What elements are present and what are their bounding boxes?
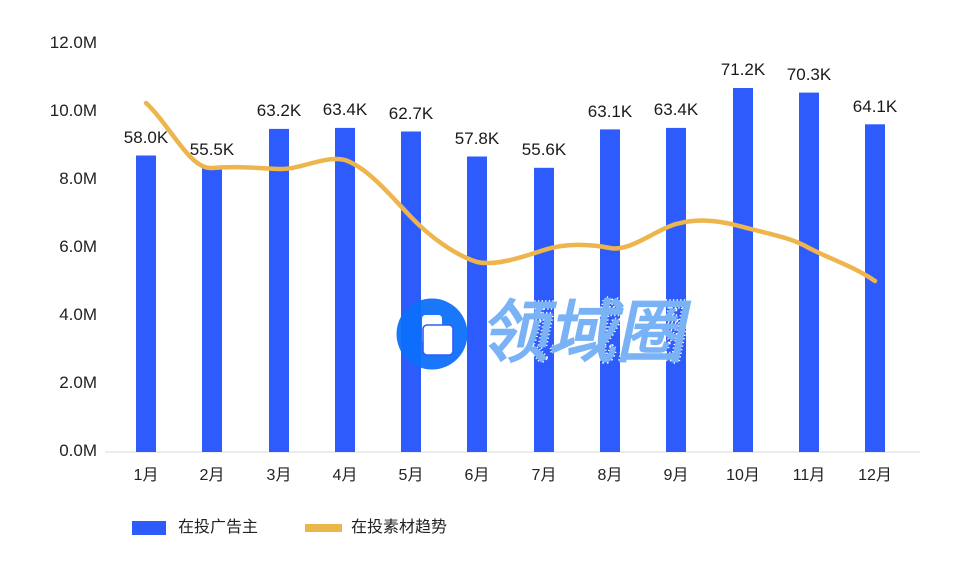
svg-text:12.0M: 12.0M — [50, 33, 97, 52]
svg-text:12月: 12月 — [858, 467, 892, 484]
svg-text:4.0M: 4.0M — [59, 305, 97, 324]
svg-text:5月: 5月 — [399, 467, 424, 484]
svg-text:1月: 1月 — [134, 467, 159, 484]
svg-text:11月: 11月 — [793, 467, 826, 484]
svg-text:8.0M: 8.0M — [59, 169, 97, 188]
svg-text:57.8K: 57.8K — [455, 129, 500, 148]
svg-text:10月: 10月 — [726, 467, 760, 484]
svg-text:71.2K: 71.2K — [721, 60, 766, 79]
svg-text:0.0M: 0.0M — [59, 441, 97, 460]
svg-text:4月: 4月 — [333, 467, 358, 484]
svg-text:9月: 9月 — [664, 467, 689, 484]
svg-text:63.1K: 63.1K — [588, 102, 633, 121]
svg-text:62.7K: 62.7K — [389, 104, 434, 123]
svg-text:在投广告主: 在投广告主 — [178, 518, 258, 536]
svg-text:6.0M: 6.0M — [59, 237, 97, 256]
svg-text:64.1K: 64.1K — [853, 97, 898, 116]
svg-text:2.0M: 2.0M — [59, 373, 97, 392]
svg-text:55.6K: 55.6K — [522, 140, 567, 159]
svg-text:8月: 8月 — [598, 467, 623, 484]
svg-text:在投素材趋势: 在投素材趋势 — [351, 518, 447, 536]
svg-text:6月: 6月 — [465, 467, 490, 484]
svg-text:10.0M: 10.0M — [50, 101, 97, 120]
svg-text:55.5K: 55.5K — [190, 140, 235, 159]
svg-text:63.2K: 63.2K — [257, 101, 302, 120]
svg-text:58.0K: 58.0K — [124, 128, 169, 147]
svg-text:领域圈: 领域圈 — [477, 295, 697, 371]
svg-text:63.4K: 63.4K — [323, 100, 368, 119]
svg-text:63.4K: 63.4K — [654, 100, 699, 119]
svg-text:7月: 7月 — [532, 467, 557, 484]
svg-text:70.3K: 70.3K — [787, 65, 832, 84]
svg-text:3月: 3月 — [267, 467, 292, 484]
svg-text:2月: 2月 — [200, 467, 225, 484]
